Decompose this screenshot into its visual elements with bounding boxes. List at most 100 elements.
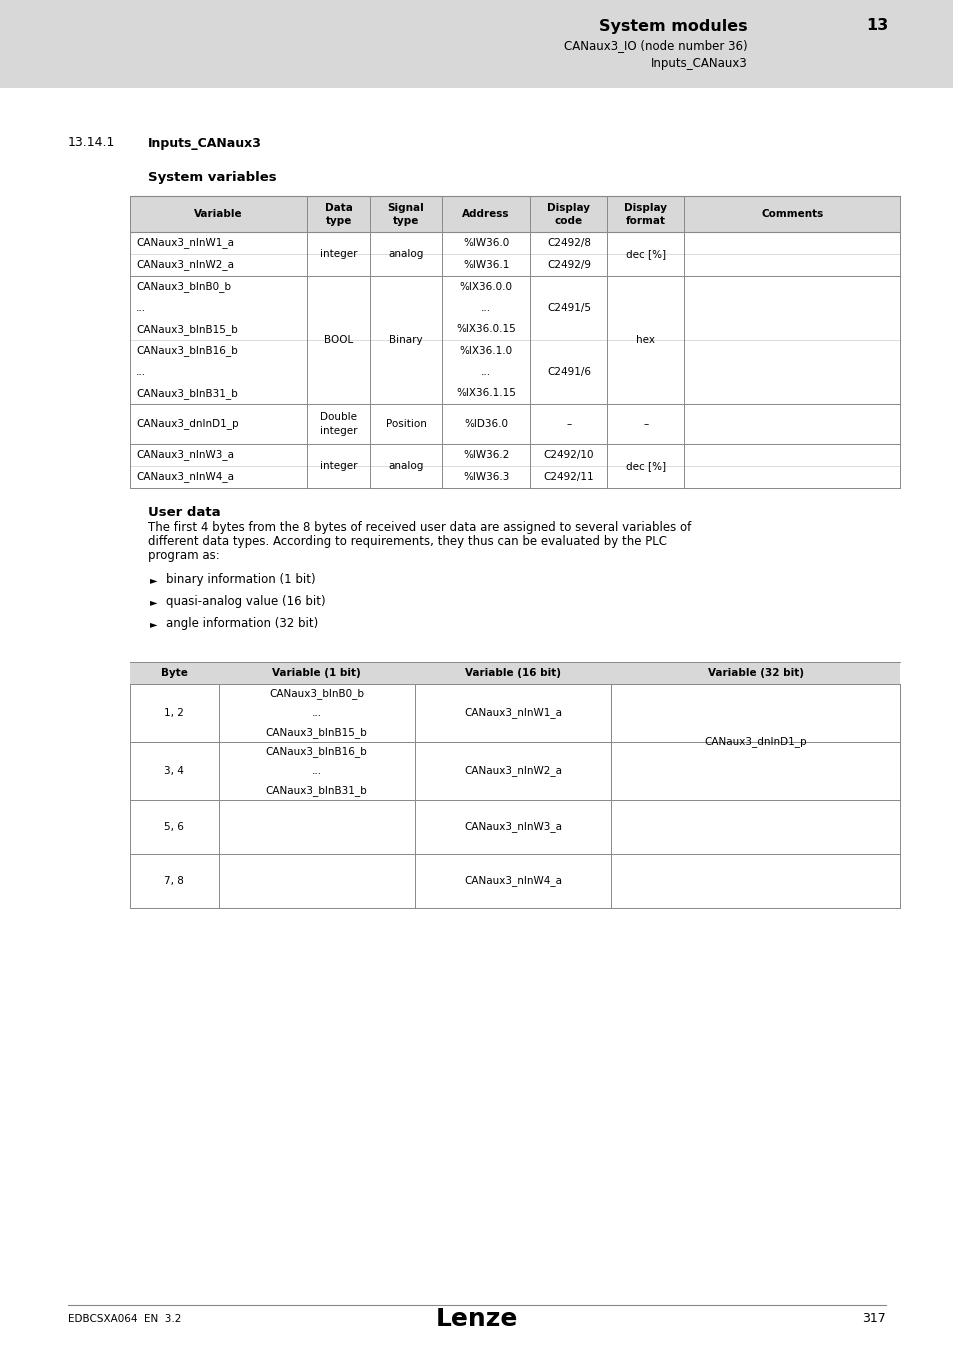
Text: type: type bbox=[325, 216, 352, 227]
Text: analog: analog bbox=[388, 248, 423, 259]
Text: CANaux3_blnB31_b: CANaux3_blnB31_b bbox=[136, 387, 237, 398]
Text: quasi-analog value (16 bit): quasi-analog value (16 bit) bbox=[166, 595, 325, 609]
Text: Inputs_CANaux3: Inputs_CANaux3 bbox=[651, 58, 747, 70]
Text: Variable (16 bit): Variable (16 bit) bbox=[464, 668, 560, 678]
Text: CANaux3_blnB31_b: CANaux3_blnB31_b bbox=[266, 784, 367, 795]
Text: CANaux3_blnB0_b: CANaux3_blnB0_b bbox=[269, 688, 364, 699]
Text: ►: ► bbox=[150, 575, 157, 585]
Text: –: – bbox=[566, 418, 571, 429]
Text: Address: Address bbox=[462, 209, 509, 219]
Text: CANaux3_nInW3_a: CANaux3_nInW3_a bbox=[463, 822, 561, 833]
Text: ...: ... bbox=[480, 367, 491, 377]
Text: integer: integer bbox=[319, 460, 357, 471]
Text: CANaux3_blnB16_b: CANaux3_blnB16_b bbox=[266, 747, 367, 757]
Text: %IW36.2: %IW36.2 bbox=[462, 450, 509, 460]
Text: CANaux3_dnInD1_p: CANaux3_dnInD1_p bbox=[703, 737, 806, 748]
Text: 7, 8: 7, 8 bbox=[164, 876, 184, 886]
Text: %IX36.1.0: %IX36.1.0 bbox=[459, 346, 512, 355]
Text: 317: 317 bbox=[862, 1312, 885, 1326]
Text: Signal: Signal bbox=[387, 202, 424, 213]
Text: CANaux3_blnB15_b: CANaux3_blnB15_b bbox=[136, 324, 237, 335]
Text: Lenze: Lenze bbox=[436, 1307, 517, 1331]
Text: –: – bbox=[642, 418, 648, 429]
Text: %IX36.1.15: %IX36.1.15 bbox=[456, 389, 516, 398]
Text: ...: ... bbox=[312, 765, 321, 776]
Text: C2492/11: C2492/11 bbox=[543, 472, 594, 482]
Text: %IW36.3: %IW36.3 bbox=[462, 472, 509, 482]
Text: ...: ... bbox=[312, 707, 321, 718]
Text: 1, 2: 1, 2 bbox=[164, 707, 184, 718]
Text: integer: integer bbox=[319, 427, 357, 436]
Bar bbox=[130, 743, 899, 801]
Bar bbox=[130, 662, 899, 684]
Text: %IX36.0.15: %IX36.0.15 bbox=[456, 324, 516, 335]
Text: C2491/5: C2491/5 bbox=[546, 302, 590, 313]
Text: CANaux3_blnB0_b: CANaux3_blnB0_b bbox=[136, 281, 231, 292]
Bar bbox=[130, 196, 899, 232]
Text: 3, 4: 3, 4 bbox=[164, 765, 184, 776]
Text: Comments: Comments bbox=[760, 209, 822, 219]
Bar bbox=[130, 275, 899, 404]
Text: dec [%]: dec [%] bbox=[625, 460, 665, 471]
Text: Variable (32 bit): Variable (32 bit) bbox=[707, 668, 802, 678]
Text: Position: Position bbox=[385, 418, 426, 429]
Text: analog: analog bbox=[388, 460, 423, 471]
Text: binary information (1 bit): binary information (1 bit) bbox=[166, 574, 315, 586]
Text: 13: 13 bbox=[864, 19, 887, 34]
Text: System modules: System modules bbox=[598, 19, 747, 34]
Text: dec [%]: dec [%] bbox=[625, 248, 665, 259]
Text: %IW36.0: %IW36.0 bbox=[462, 238, 509, 248]
Text: ...: ... bbox=[480, 302, 491, 313]
Text: CANaux3_dnInD1_p: CANaux3_dnInD1_p bbox=[136, 418, 238, 429]
Text: hex: hex bbox=[636, 335, 655, 346]
Text: CANaux3_nInW3_a: CANaux3_nInW3_a bbox=[136, 450, 233, 460]
Bar bbox=[130, 404, 899, 444]
Text: Display: Display bbox=[624, 202, 667, 213]
Text: The first 4 bytes from the 8 bytes of received user data are assigned to several: The first 4 bytes from the 8 bytes of re… bbox=[148, 521, 691, 535]
Text: C2492/9: C2492/9 bbox=[546, 261, 590, 270]
Text: EDBCSXA064  EN  3.2: EDBCSXA064 EN 3.2 bbox=[68, 1314, 181, 1324]
Text: CANaux3_nInW4_a: CANaux3_nInW4_a bbox=[463, 876, 561, 887]
Text: %IW36.1: %IW36.1 bbox=[462, 261, 509, 270]
Text: type: type bbox=[393, 216, 418, 227]
Bar bbox=[130, 444, 899, 487]
Bar bbox=[130, 801, 899, 855]
Text: Display: Display bbox=[547, 202, 590, 213]
Text: CANaux3_blnB15_b: CANaux3_blnB15_b bbox=[266, 726, 367, 738]
Text: Binary: Binary bbox=[389, 335, 422, 346]
Text: Double: Double bbox=[320, 412, 356, 423]
Text: Inputs_CANaux3: Inputs_CANaux3 bbox=[148, 136, 262, 150]
Text: Byte: Byte bbox=[161, 668, 188, 678]
Text: CANaux3_nInW4_a: CANaux3_nInW4_a bbox=[136, 471, 233, 482]
Text: 13.14.1: 13.14.1 bbox=[68, 136, 115, 150]
Text: C2492/10: C2492/10 bbox=[543, 450, 594, 460]
Text: User data: User data bbox=[148, 505, 220, 518]
Text: %ID36.0: %ID36.0 bbox=[464, 418, 508, 429]
Text: CANaux3_nInW1_a: CANaux3_nInW1_a bbox=[136, 238, 233, 248]
Text: System variables: System variables bbox=[148, 171, 276, 185]
Text: ►: ► bbox=[150, 620, 157, 629]
Text: CANaux3_nInW2_a: CANaux3_nInW2_a bbox=[136, 259, 233, 270]
Bar bbox=[130, 684, 899, 743]
Text: 5, 6: 5, 6 bbox=[164, 822, 184, 832]
Text: format: format bbox=[625, 216, 665, 227]
Bar bbox=[611, 684, 899, 801]
Bar bbox=[130, 855, 899, 909]
Text: CANaux3_nInW1_a: CANaux3_nInW1_a bbox=[463, 707, 561, 718]
Text: C2492/8: C2492/8 bbox=[546, 238, 590, 248]
Text: CANaux3_blnB16_b: CANaux3_blnB16_b bbox=[136, 346, 237, 356]
Text: CANaux3_nInW2_a: CANaux3_nInW2_a bbox=[463, 765, 561, 776]
Text: C2491/6: C2491/6 bbox=[546, 367, 590, 377]
Text: ...: ... bbox=[136, 302, 146, 313]
Text: ►: ► bbox=[150, 597, 157, 608]
Text: integer: integer bbox=[319, 248, 357, 259]
Text: Variable: Variable bbox=[194, 209, 243, 219]
Text: different data types. According to requirements, they thus can be evaluated by t: different data types. According to requi… bbox=[148, 536, 666, 548]
Bar bbox=[0, 0, 953, 88]
Text: code: code bbox=[555, 216, 582, 227]
Text: ...: ... bbox=[136, 367, 146, 377]
Text: CANaux3_IO (node number 36): CANaux3_IO (node number 36) bbox=[564, 39, 747, 53]
Text: Data: Data bbox=[324, 202, 353, 213]
Text: angle information (32 bit): angle information (32 bit) bbox=[166, 617, 318, 630]
Bar bbox=[130, 232, 899, 275]
